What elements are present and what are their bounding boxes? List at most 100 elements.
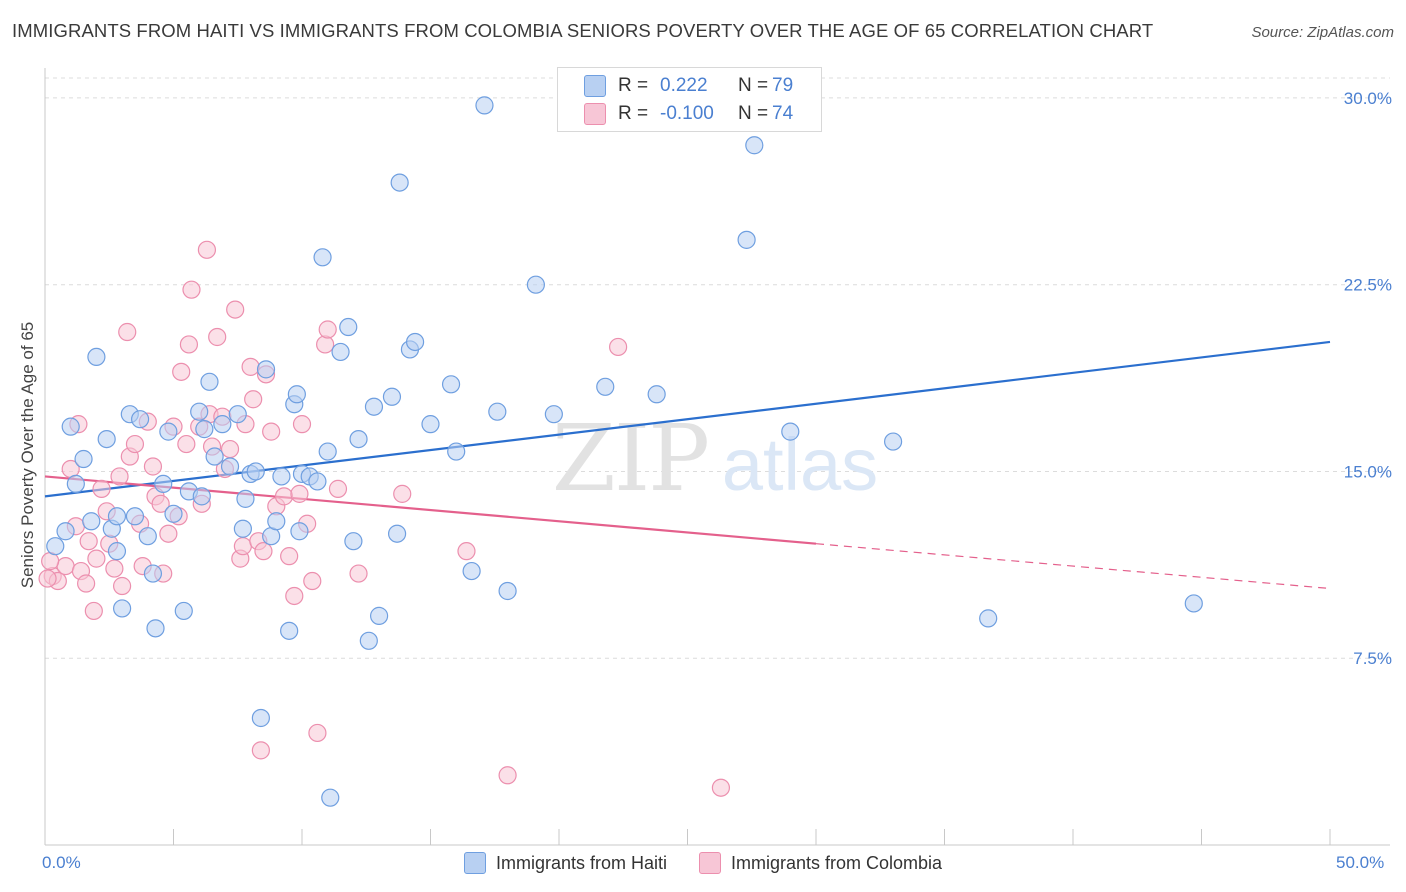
haiti-point	[441, 375, 461, 394]
colombia-point	[79, 532, 98, 551]
bottom-legend-haiti: Immigrants from Haiti	[463, 852, 667, 874]
colombia-point	[274, 487, 294, 506]
haiti-point	[174, 601, 193, 621]
haiti-point	[287, 385, 306, 404]
haiti-point	[112, 599, 132, 618]
chart-title: IMMIGRANTS FROM HAITI VS IMMIGRANTS FROM…	[12, 20, 1154, 41]
haiti-point	[339, 317, 358, 337]
colombia-point	[208, 327, 227, 347]
colombia-point	[172, 362, 191, 381]
colombia-r-value: -0.100	[660, 103, 714, 124]
haiti-point	[745, 136, 764, 155]
colombia-trend	[44, 475, 1331, 590]
colombia-point	[328, 479, 348, 498]
watermark-zip: ZIP	[552, 405, 708, 512]
colombia-point	[498, 766, 517, 785]
haiti-point	[781, 422, 800, 441]
haiti-point	[220, 457, 240, 476]
haiti-n-value: 79	[772, 75, 794, 96]
haiti-point	[290, 522, 309, 541]
haiti-point	[447, 442, 466, 461]
haiti-point	[228, 405, 247, 424]
haiti-point	[498, 581, 517, 601]
haiti-point	[313, 248, 332, 267]
haiti-point	[82, 512, 101, 531]
haiti-point	[1184, 594, 1203, 613]
colombia-point	[262, 422, 281, 441]
haiti-point	[883, 432, 903, 451]
colombia-point	[308, 723, 327, 743]
colombia-point	[292, 415, 312, 434]
colombia-point	[285, 586, 304, 606]
x-tick-min: 0.0%	[42, 853, 81, 872]
haiti-point	[526, 275, 545, 294]
colombia-point	[393, 484, 412, 503]
haiti-point	[318, 442, 337, 461]
y-tick-labels: 7.5% 15.0% 22.5% 30.0%	[1344, 89, 1392, 668]
haiti-point	[200, 372, 219, 391]
colombia-point	[303, 571, 322, 591]
colombia-trend-line	[44, 475, 817, 545]
colombia-point	[609, 337, 628, 357]
haiti-point	[190, 402, 209, 421]
haiti-n-label: N =	[738, 75, 769, 96]
haiti-point	[737, 230, 756, 249]
bottom-haiti-swatch	[463, 852, 486, 874]
haiti-point	[979, 609, 998, 628]
y-tick-label: 22.5%	[1344, 276, 1392, 295]
axes	[44, 68, 1390, 846]
haiti-swatch	[584, 75, 606, 97]
haiti-point	[256, 360, 276, 379]
haiti-point	[138, 527, 157, 546]
haiti-point	[233, 519, 252, 538]
colombia-point	[226, 300, 245, 319]
haiti-point	[390, 173, 409, 192]
haiti-point	[462, 561, 481, 581]
colombia-point	[92, 479, 111, 498]
colombia-point	[290, 484, 309, 503]
haiti-point	[74, 449, 93, 469]
haiti-point	[251, 708, 270, 728]
haiti-point	[87, 347, 106, 367]
colombia-point	[244, 390, 263, 409]
colombia-point	[110, 467, 129, 486]
haiti-point	[267, 512, 286, 531]
legend-row-colombia: R = -0.100 N = 74	[584, 101, 793, 127]
watermark: ZIP atlas	[552, 405, 878, 512]
y-tick-label: 7.5%	[1353, 649, 1392, 668]
haiti-point	[66, 474, 85, 494]
colombia-point	[254, 542, 273, 561]
haiti-point	[46, 537, 65, 556]
legend-row-haiti: R = 0.222 N = 79	[584, 73, 793, 99]
colombia-point	[197, 240, 217, 259]
haiti-point	[125, 507, 145, 526]
colombia-point	[38, 569, 57, 588]
haiti-point	[596, 377, 615, 396]
bottom-legend-colombia: Immigrants from Colombia	[698, 852, 943, 874]
haiti-point	[344, 532, 363, 551]
colombia-point	[179, 335, 199, 354]
colombia-point	[143, 457, 163, 476]
colombia-point	[233, 537, 252, 556]
haiti-point	[61, 417, 80, 436]
haiti-point	[647, 385, 666, 404]
haiti-point	[475, 96, 494, 115]
legend: R = 0.222 N = 79 R = -0.100 N = 74	[557, 67, 822, 132]
haiti-point	[236, 489, 255, 508]
colombia-point	[118, 322, 137, 342]
bottom-colombia-label: Immigrants from Colombia	[730, 852, 943, 873]
colombia-n-value: 74	[772, 103, 794, 124]
colombia-point	[151, 494, 170, 513]
haiti-point	[387, 524, 407, 543]
haiti-point	[195, 420, 214, 439]
colombia-point	[87, 549, 106, 568]
colombia-point	[56, 556, 75, 576]
bottom-legend: Immigrants from Haiti Immigrants from Co…	[0, 852, 1406, 874]
colombia-point	[77, 574, 96, 593]
y-tick-label: 30.0%	[1344, 89, 1392, 108]
colombia-point	[280, 547, 299, 566]
colombia-point	[177, 434, 196, 454]
haiti-point	[405, 332, 425, 352]
colombia-point	[84, 601, 103, 621]
haiti-point	[107, 507, 127, 526]
